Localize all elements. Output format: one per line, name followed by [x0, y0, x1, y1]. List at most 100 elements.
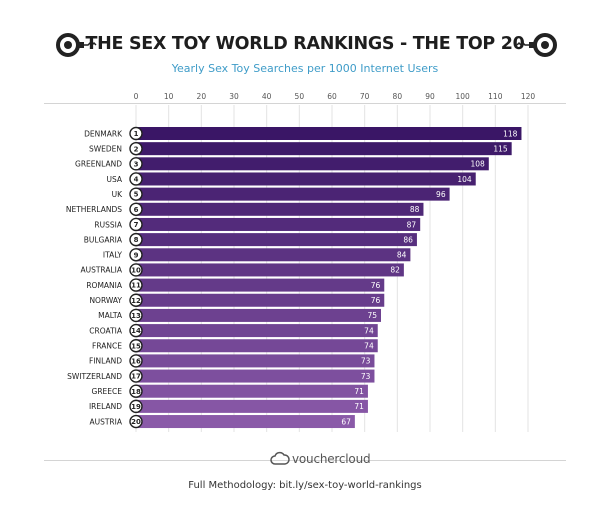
rank-label: 18	[131, 388, 141, 396]
rank-badge	[129, 293, 143, 307]
category-label: NORWAY	[89, 296, 122, 305]
header: THE SEX TOY WORLD RANKINGS - THE TOP 20	[0, 30, 610, 62]
rank-label: 7	[134, 221, 139, 229]
rank-badge	[129, 126, 143, 141]
category-label: FRANCE	[92, 342, 122, 351]
rank-label: 15	[131, 342, 141, 350]
rank-badge	[129, 141, 143, 156]
x-tick-label: 80	[393, 92, 403, 101]
rank-badge	[129, 414, 143, 429]
bar-value-label: 67	[341, 417, 351, 426]
bar	[136, 369, 375, 383]
bar	[136, 399, 368, 413]
rank-badge	[129, 308, 143, 323]
x-tick-label: 90	[425, 92, 435, 101]
category-label: USA	[106, 175, 122, 184]
bar-value-label: 71	[354, 387, 364, 396]
bar	[136, 142, 512, 156]
rank-badge	[129, 399, 143, 414]
category-label: GREECE	[92, 387, 123, 396]
rank-badge	[129, 187, 143, 201]
bar	[136, 157, 489, 171]
category-label: CROATIA	[89, 326, 123, 335]
x-tick-label: 70	[360, 92, 370, 101]
bar-value-label: 76	[371, 281, 381, 290]
bar-value-label: 115	[493, 144, 508, 153]
category-label: MALTA	[98, 311, 123, 320]
bar-value-label: 82	[390, 266, 400, 275]
bar-value-label: 104	[457, 175, 472, 184]
bar	[136, 217, 421, 231]
bar	[136, 248, 411, 262]
rank-label: 12	[131, 297, 141, 305]
rank-badge	[129, 384, 143, 398]
category-label: DENMARK	[84, 129, 123, 138]
cloud-icon	[270, 451, 290, 465]
rank-label: 13	[131, 312, 141, 320]
bar	[136, 278, 385, 292]
bar-value-label: 88	[410, 205, 420, 214]
rank-label: 10	[131, 267, 141, 275]
bar-value-label: 96	[436, 190, 446, 199]
category-label: RUSSIA	[94, 220, 122, 229]
rank-badge	[129, 263, 143, 277]
rank-label: 1	[134, 130, 139, 138]
bar	[136, 339, 378, 353]
bar-value-label: 73	[361, 357, 371, 366]
x-tick-label: 60	[327, 92, 337, 101]
bar-value-label: 74	[364, 342, 374, 351]
x-tick-label: 40	[262, 92, 272, 101]
category-label: AUSTRALIA	[80, 266, 122, 275]
category-label: IRELAND	[89, 402, 122, 411]
rank-label: 6	[134, 206, 139, 214]
rank-badge	[129, 354, 143, 368]
x-tick-label: 30	[229, 92, 239, 101]
logo-text: vouchercloud	[292, 452, 371, 466]
x-tick-label: 100	[456, 92, 471, 101]
rank-label: 11	[131, 282, 141, 290]
category-label: GREENLAND	[75, 160, 122, 169]
x-tick-label: 10	[164, 92, 174, 101]
bar	[136, 384, 368, 398]
x-tick-label: 20	[197, 92, 207, 101]
rank-label: 17	[131, 373, 141, 381]
category-label: NETHERLANDS	[66, 205, 122, 214]
x-tick-label: 0	[134, 92, 139, 101]
rank-label: 8	[134, 236, 139, 244]
rank-badge	[129, 157, 143, 171]
bar-value-label: 86	[403, 235, 413, 244]
category-label: ROMANIA	[86, 281, 123, 290]
bar-value-label: 73	[361, 372, 371, 381]
divider-top	[44, 103, 566, 104]
rank-label: 16	[131, 358, 141, 366]
bar	[136, 263, 404, 277]
x-tick-label: 120	[521, 92, 536, 101]
bar	[136, 202, 424, 216]
rank-label: 20	[131, 418, 141, 426]
rank-label: 19	[131, 403, 141, 411]
bar-value-label: 87	[407, 220, 417, 229]
bar	[136, 415, 355, 429]
category-label: UK	[112, 190, 123, 199]
rank-badge	[129, 248, 143, 262]
methodology-link[interactable]: Full Methodology: bit.ly/sex-toy-world-r…	[188, 480, 422, 491]
bar	[136, 324, 378, 338]
rank-badge	[129, 369, 143, 383]
bar-value-label: 75	[367, 311, 377, 320]
rank-badge	[129, 172, 143, 186]
bar	[136, 187, 450, 201]
bar-value-label: 71	[354, 402, 364, 411]
category-label: FINLAND	[89, 357, 122, 366]
bar	[136, 172, 476, 186]
bar	[136, 233, 417, 247]
rank-label: 5	[134, 191, 139, 199]
category-label: ITALY	[103, 251, 123, 260]
handcuff-icon	[56, 33, 97, 57]
rank-badge	[129, 217, 143, 232]
category-label: SWEDEN	[89, 144, 122, 153]
bar	[136, 308, 381, 322]
bar	[136, 293, 385, 307]
x-tick-label: 50	[295, 92, 305, 101]
rank-label: 14	[131, 327, 141, 335]
